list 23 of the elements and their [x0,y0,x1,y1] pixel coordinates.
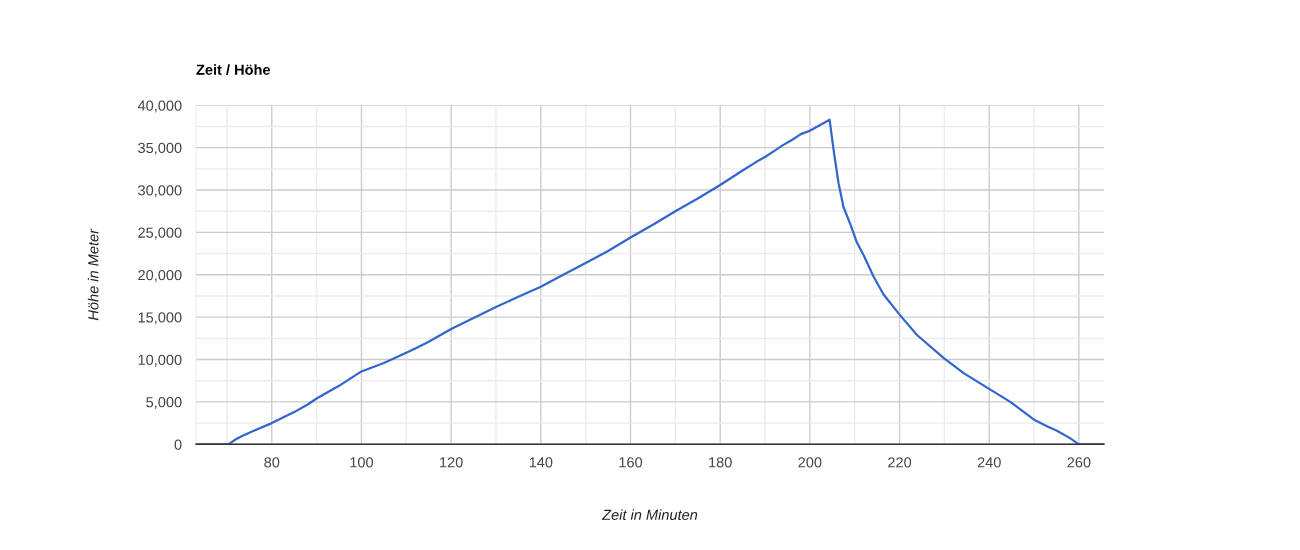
y-tick-label: 0 [174,439,182,450]
y-tick-label: 15,000 [138,312,182,325]
y-tick-label: 25,000 [138,227,182,240]
y-tick-label: 20,000 [138,269,182,282]
x-tick-label: 200 [798,457,822,468]
x-tick-label: 80 [264,457,280,468]
x-tick-label: 180 [709,457,732,468]
line-series [196,118,1104,445]
y-tick-label: 10,000 [138,354,182,367]
y-tick-label: 35,000 [138,142,182,155]
x-tick-label: 140 [529,457,553,468]
y-tick-label: 30,000 [138,185,182,198]
x-tick-label: 220 [888,457,912,468]
chart-title: Zeit / Höhe [196,64,271,76]
x-tick-label: 120 [440,457,463,468]
x-tick-label: 260 [1067,457,1091,468]
x-tick-label: 240 [977,457,1001,468]
y-tick-label: 40,000 [137,100,182,113]
y-axis-title: Höhe in Meter [87,228,99,321]
x-tick-label: 160 [619,457,643,468]
y-tick-label: 5,000 [146,397,182,410]
x-tick-label: 100 [350,457,374,468]
x-axis-title: Zeit in Minuten [601,509,698,520]
